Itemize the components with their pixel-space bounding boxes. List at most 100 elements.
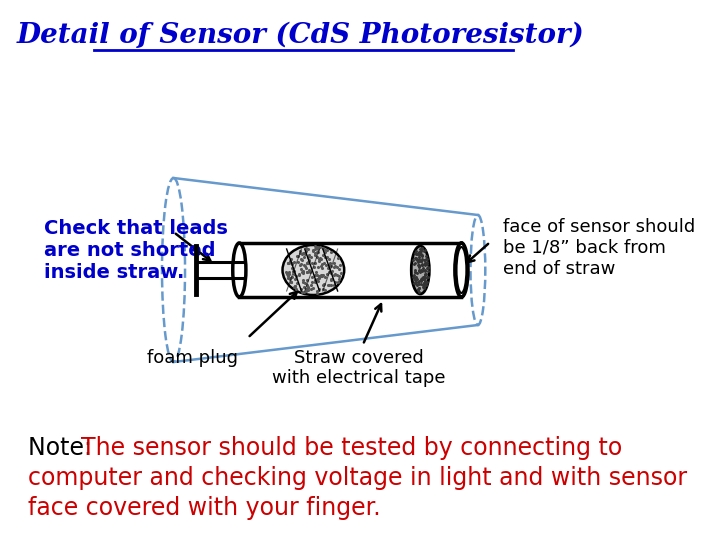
- Point: [295, 260, 307, 269]
- Point: [310, 259, 321, 267]
- Point: [410, 254, 422, 262]
- Point: [280, 268, 292, 276]
- Point: [412, 286, 423, 294]
- Point: [420, 278, 432, 287]
- Point: [285, 278, 297, 287]
- Point: [328, 271, 339, 279]
- Point: [300, 244, 311, 252]
- Point: [418, 273, 429, 282]
- Point: [314, 242, 325, 251]
- Point: [302, 267, 313, 276]
- Point: [420, 280, 431, 289]
- Point: [310, 276, 321, 285]
- Point: [321, 270, 333, 279]
- Point: [415, 246, 427, 255]
- Point: [419, 266, 431, 274]
- Point: [418, 274, 429, 283]
- Point: [409, 268, 420, 277]
- Point: [297, 268, 308, 276]
- Point: [326, 266, 338, 275]
- Point: [328, 259, 339, 267]
- Text: computer and checking voltage in light and with sensor: computer and checking voltage in light a…: [28, 466, 687, 490]
- Point: [297, 287, 308, 296]
- Point: [302, 283, 314, 292]
- Point: [314, 272, 325, 280]
- Point: [420, 255, 431, 264]
- Point: [309, 278, 320, 286]
- Point: [423, 273, 434, 282]
- Point: [313, 273, 325, 281]
- Point: [420, 254, 431, 263]
- Point: [300, 287, 312, 295]
- Point: [328, 262, 339, 271]
- Point: [312, 271, 323, 279]
- Point: [292, 252, 303, 260]
- Point: [415, 250, 427, 259]
- Point: [417, 254, 428, 263]
- Point: [415, 268, 426, 276]
- Point: [413, 277, 425, 286]
- Point: [419, 267, 431, 275]
- Point: [417, 274, 428, 282]
- Point: [416, 267, 428, 275]
- Point: [294, 261, 306, 269]
- Point: [281, 269, 292, 278]
- Text: Straw covered
with electrical tape: Straw covered with electrical tape: [272, 349, 446, 387]
- Point: [307, 247, 319, 256]
- Point: [410, 247, 421, 255]
- Point: [325, 262, 336, 271]
- Point: [415, 280, 426, 289]
- Point: [413, 288, 424, 296]
- Point: [299, 252, 310, 261]
- Point: [413, 262, 425, 271]
- Point: [287, 259, 298, 268]
- Point: [314, 253, 325, 262]
- Point: [323, 267, 335, 276]
- Point: [311, 274, 323, 283]
- Point: [417, 283, 428, 292]
- Point: [311, 287, 323, 295]
- Point: [411, 255, 423, 264]
- Point: [302, 245, 314, 253]
- Point: [298, 282, 310, 291]
- Point: [287, 264, 298, 272]
- Point: [330, 262, 341, 271]
- Point: [288, 266, 300, 275]
- Point: [312, 248, 324, 256]
- Point: [422, 259, 433, 268]
- Point: [410, 250, 422, 259]
- Point: [330, 271, 342, 280]
- Point: [410, 254, 421, 262]
- Point: [319, 247, 330, 256]
- Point: [414, 248, 426, 256]
- Point: [416, 259, 428, 268]
- Point: [413, 254, 424, 263]
- Point: [409, 275, 420, 284]
- Point: [309, 251, 320, 260]
- Point: [419, 279, 431, 288]
- Point: [286, 273, 297, 281]
- Point: [416, 251, 428, 260]
- Point: [328, 281, 339, 289]
- Point: [316, 260, 328, 269]
- Point: [300, 264, 312, 272]
- Point: [320, 286, 331, 294]
- Point: [415, 276, 426, 285]
- Point: [418, 279, 430, 288]
- Point: [301, 259, 312, 267]
- Point: [418, 279, 430, 287]
- Point: [411, 249, 423, 258]
- Point: [418, 256, 430, 265]
- Point: [284, 269, 295, 278]
- Point: [310, 248, 321, 257]
- Point: [290, 285, 302, 293]
- Point: [313, 254, 325, 263]
- Point: [408, 273, 419, 282]
- Point: [420, 259, 431, 267]
- Point: [282, 274, 294, 283]
- Point: [307, 259, 318, 267]
- Point: [419, 273, 431, 282]
- Point: [304, 251, 315, 259]
- Point: [417, 281, 428, 289]
- Point: [422, 257, 433, 266]
